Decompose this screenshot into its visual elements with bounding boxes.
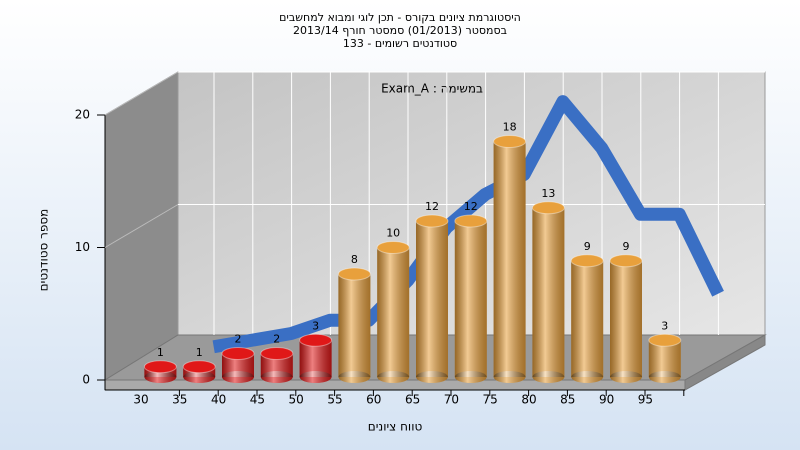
bar-top: [531, 201, 565, 215]
bar-bottom-shade: [299, 371, 332, 383]
bar-top: [493, 135, 527, 148]
bar-shade: [222, 353, 254, 377]
bar-top: [337, 267, 371, 281]
chart-title: היסטוגרמת ציונים בקורס - תכן לוגי ומבוא …: [279, 11, 521, 24]
x-tick-label: 60: [366, 393, 381, 407]
data-label: 9: [584, 240, 591, 253]
bar-shade: [571, 260, 604, 377]
bar-top: [454, 214, 488, 228]
data-label: 3: [312, 319, 319, 332]
x-tick-label: 50: [289, 393, 304, 407]
x-tick-label: 70: [444, 393, 459, 407]
data-label: 12: [425, 200, 439, 213]
x-tick-label: 95: [638, 393, 653, 407]
data-label: 1: [157, 346, 164, 359]
data-label: 8: [351, 253, 358, 266]
data-label: 2: [273, 333, 280, 346]
floor-side: [684, 334, 766, 391]
bar-shade: [260, 353, 293, 377]
data-label: 1: [196, 346, 203, 359]
bar-shade: [416, 221, 448, 377]
bar-shade: [377, 247, 410, 377]
bar-bottom-shade: [571, 371, 604, 383]
bar-bottom-shade: [183, 371, 216, 383]
bar-shade: [338, 274, 371, 377]
bar-top: [221, 347, 255, 360]
x-tick-label: 80: [521, 393, 536, 407]
x-tick-label: 55: [327, 393, 342, 407]
bar-shade: [532, 207, 565, 377]
bar-bottom-shade: [144, 371, 177, 383]
data-label: 3: [661, 319, 668, 332]
bar-bottom-shade: [338, 371, 371, 383]
grid-line: [104, 204, 179, 248]
y-tick-label: 10: [75, 240, 90, 254]
x-tick-label: 90: [599, 393, 614, 407]
legend-text: Exam_A : במשימה: [381, 82, 483, 96]
x-tick-label: 35: [172, 393, 187, 407]
x-tick-label: 65: [405, 393, 420, 407]
data-label: 10: [386, 227, 400, 240]
bar-bottom-shade: [416, 371, 448, 383]
x-tick-label: 85: [560, 393, 575, 407]
chart-subtitle: בסמסטר (01/2013) סמסטר חורף 2013/14: [293, 24, 507, 37]
bar-bottom-shade: [260, 371, 293, 383]
grid-line: [104, 71, 179, 116]
y-axis-label: מספר סטודנטים: [37, 209, 51, 292]
bar-shade: [493, 141, 526, 377]
data-label: 12: [464, 200, 478, 213]
bar-top: [415, 214, 449, 228]
bar-top: [648, 333, 682, 347]
bar-bottom-shade: [493, 371, 526, 383]
data-label: 9: [623, 240, 630, 253]
line-series: [212, 95, 724, 354]
bar-bottom-shade: [377, 371, 410, 383]
bar-shade: [299, 340, 332, 377]
x-tick-label: 75: [483, 393, 498, 407]
bar-bottom-shade: [454, 371, 487, 383]
bar-shade: [648, 340, 681, 377]
x-axis-label: טווח ציונים: [368, 420, 423, 434]
bar-top: [570, 254, 604, 268]
bar-top: [260, 347, 294, 360]
bar-top: [143, 360, 177, 374]
bar-shade: [610, 260, 642, 377]
y-tick-label: 0: [82, 373, 90, 387]
data-label: 18: [503, 121, 517, 134]
bar-top: [299, 333, 333, 347]
bar-bottom-shade: [648, 371, 681, 383]
x-tick-label: 45: [250, 393, 265, 407]
bar-shade: [454, 221, 487, 377]
bar-top: [182, 360, 216, 374]
bar-top: [609, 254, 643, 268]
x-tick-label: 30: [133, 393, 148, 407]
bar-bottom-shade: [222, 371, 254, 383]
y-tick-label: 20: [75, 108, 90, 122]
x-tick-label: 40: [211, 393, 226, 407]
bar-bottom-shade: [532, 371, 565, 383]
bar-top: [376, 241, 410, 254]
chart-subtitle: סטודנטים רשומים - 133: [343, 37, 457, 50]
data-label: 13: [541, 187, 555, 200]
data-label: 2: [235, 333, 242, 346]
bar-bottom-shade: [610, 371, 642, 383]
